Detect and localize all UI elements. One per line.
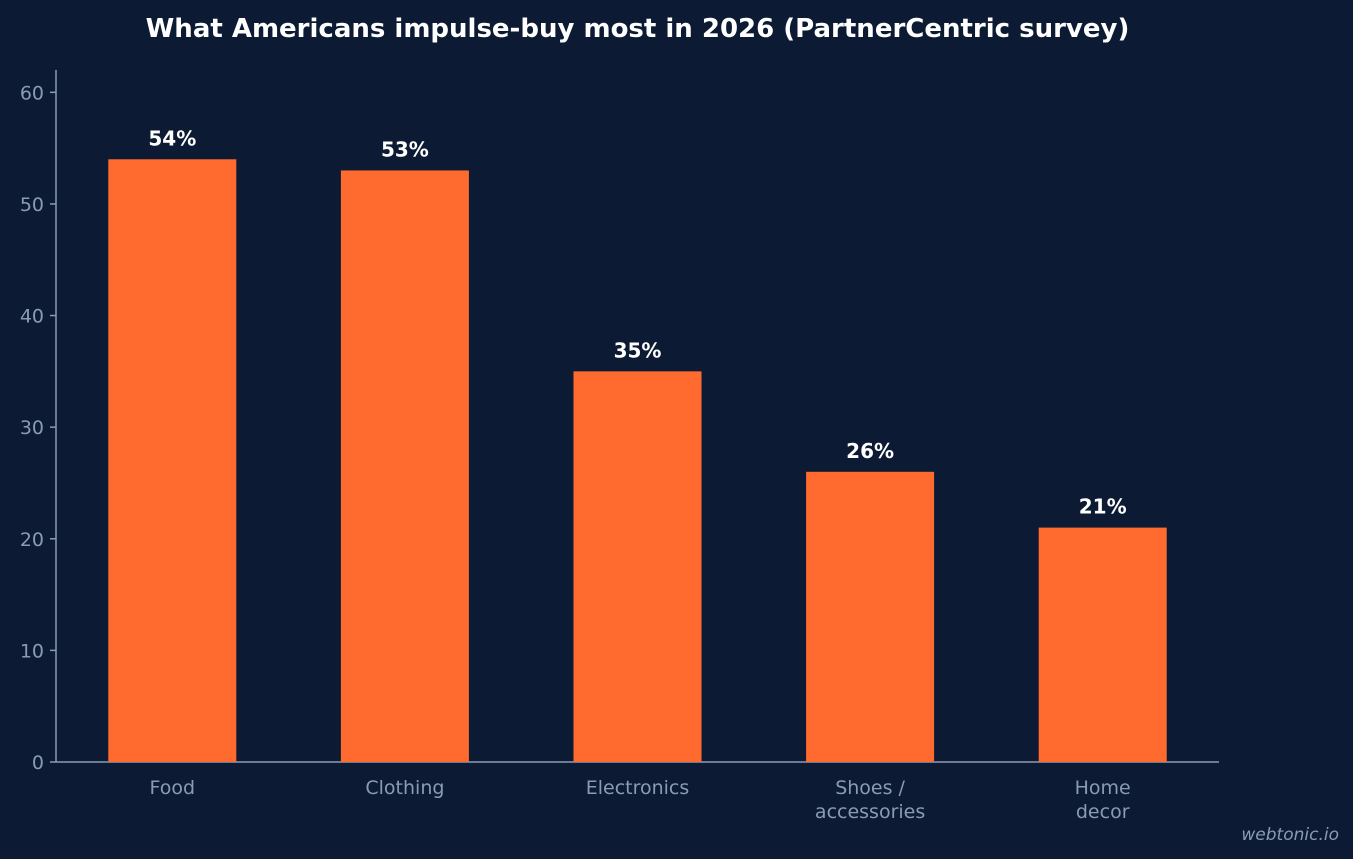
x-category-label-line: Electronics — [586, 777, 690, 799]
x-category-label: Food — [150, 777, 196, 799]
bar — [108, 159, 237, 762]
chart-title: What Americans impulse-buy most in 2026 … — [145, 14, 1130, 44]
y-tick-label: 50 — [20, 194, 44, 216]
bar — [340, 170, 469, 763]
y-tick-label: 30 — [20, 417, 44, 439]
watermark: webtonic.io — [1241, 825, 1339, 845]
bar-value-label: 53% — [381, 137, 429, 161]
y-tick-label: 20 — [20, 529, 44, 551]
bar-value-label: 26% — [846, 439, 894, 463]
x-category-label: Electronics — [586, 777, 690, 799]
x-category-label-line: Food — [150, 777, 196, 799]
x-category-label: Clothing — [365, 777, 444, 799]
y-tick-label: 0 — [32, 752, 44, 774]
x-category-label-line: decor — [1076, 801, 1130, 823]
bar-value-label: 21% — [1079, 495, 1127, 519]
y-axis-ticks: 0 10 20 30 40 50 60 — [20, 82, 56, 774]
x-axis-labels: Food Clothing Electronics Shoes / accessorie… — [150, 777, 1131, 823]
x-category-label-line: Clothing — [365, 777, 444, 799]
y-tick-label: 60 — [20, 82, 44, 104]
x-category-label-line: Shoes / — [835, 777, 905, 799]
bar — [806, 471, 935, 762]
x-category-label: Home decor — [1075, 777, 1131, 823]
bar-value-label: 54% — [148, 126, 196, 150]
bar — [573, 371, 702, 762]
y-tick-label: 10 — [20, 640, 44, 662]
bar — [1038, 527, 1167, 762]
x-category-label: Shoes / accessories — [815, 777, 925, 823]
bar-value-labels: 54% 53% 35% 26% 21% — [148, 126, 1126, 518]
bars — [108, 159, 1167, 763]
y-tick-label: 40 — [20, 306, 44, 328]
bar-value-label: 35% — [614, 338, 662, 362]
x-category-label-line: Home — [1075, 777, 1131, 799]
x-category-label-line: accessories — [815, 801, 925, 823]
